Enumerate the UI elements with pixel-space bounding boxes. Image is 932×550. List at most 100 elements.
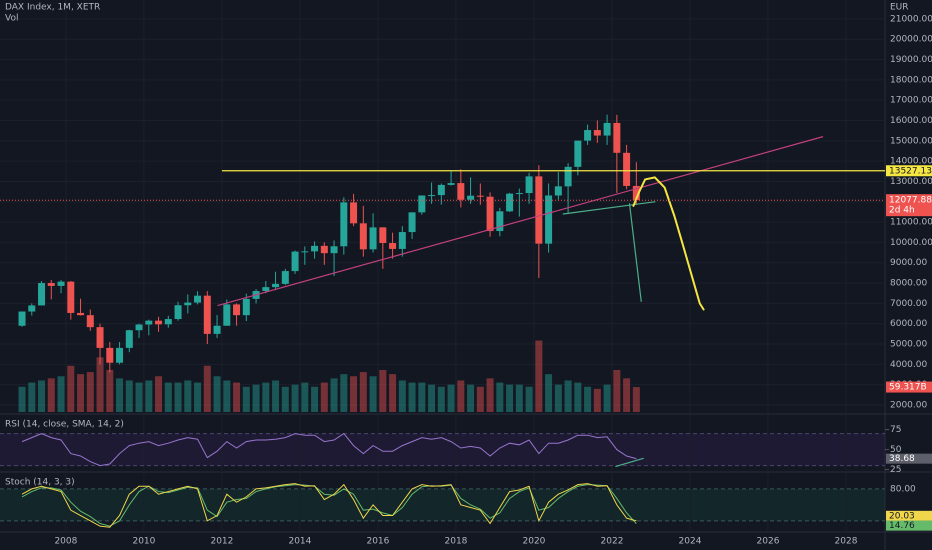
x-tick-label: 2022 (601, 537, 624, 547)
volume-bar (174, 382, 182, 412)
rsi-band (0, 433, 885, 466)
candle-body (632, 185, 640, 201)
x-tick-label: 2024 (679, 537, 702, 547)
rsi-tick-label: 75 (890, 425, 901, 435)
volume-bar (418, 382, 426, 412)
candle-body (28, 305, 36, 312)
trend-line (628, 203, 642, 302)
volume-bar (476, 386, 484, 412)
candle-body (38, 283, 46, 306)
candle-body (623, 152, 631, 186)
candle-body (369, 227, 377, 250)
volume-bar (408, 382, 416, 412)
volume-bar (28, 382, 36, 412)
volume-bar (96, 357, 104, 412)
y-tick-label: 17000.00 (890, 96, 932, 106)
stoch-d-label: 14.76 (889, 521, 915, 531)
chart-title: DAX Index, 1M, XETR (5, 3, 100, 13)
stoch-k-label-box (886, 510, 932, 521)
volume-bar (623, 378, 631, 412)
candle-body (223, 304, 231, 326)
candle-body (545, 195, 553, 244)
candle-body (96, 327, 104, 348)
volume-bar (369, 376, 377, 412)
candle-body (311, 245, 319, 252)
x-tick-label: 2026 (757, 537, 780, 547)
x-tick-label: 2012 (210, 537, 233, 547)
volume-bar (125, 380, 133, 412)
candle-body (515, 193, 523, 195)
candle-body (613, 122, 621, 153)
rsi-tick-label: 25 (890, 465, 901, 475)
candle-body (379, 227, 387, 244)
volume-bar (301, 382, 309, 412)
stoch-band (0, 488, 885, 521)
candle-body (18, 311, 26, 326)
volume-bar (603, 384, 611, 412)
candle-body (155, 320, 163, 325)
candle-body (213, 325, 221, 334)
stoch-title: Stoch (14, 3, 3) (5, 478, 75, 488)
volume-bar (525, 386, 533, 412)
y-tick-label: 13000.00 (890, 177, 932, 187)
candle-body (291, 251, 299, 272)
candle-body (437, 184, 445, 196)
volume-bar (428, 384, 436, 412)
candle-body (525, 176, 533, 194)
candle-body (554, 186, 562, 196)
volume-bar (564, 380, 572, 412)
stoch-k-label: 20.03 (889, 511, 915, 521)
volume-bar (164, 382, 172, 412)
volume-bar (57, 376, 65, 412)
volume-bar (593, 388, 601, 412)
trend-line (217, 136, 824, 307)
y-tick-label: 6000.00 (890, 319, 927, 329)
candle-body (506, 193, 514, 212)
volume-bar (437, 386, 445, 412)
candle-body (67, 281, 75, 313)
price-label-box (886, 194, 932, 217)
x-tick-label: 2016 (366, 537, 389, 547)
y-tick-label: 7000.00 (890, 299, 927, 309)
countdown-label: 2d 4h (889, 206, 915, 216)
volume-label-box (886, 381, 932, 393)
y-tick-label: 15000.00 (890, 136, 932, 146)
volume-bar (584, 386, 592, 412)
stoch-d-label-box (886, 520, 932, 531)
volume-bar (38, 380, 46, 412)
y-tick-label: 11000.00 (890, 218, 932, 228)
volume-bar (86, 372, 94, 412)
y-tick-label: 18000.00 (890, 75, 932, 85)
candle-body (106, 347, 114, 363)
rsi-trend-line (615, 457, 644, 467)
volume-bar (18, 386, 26, 412)
candle-body (467, 195, 475, 200)
candle-body (593, 130, 601, 136)
x-tick-label: 2018 (445, 537, 468, 547)
candle-body (330, 246, 338, 254)
candle-body (164, 319, 172, 325)
candle-body (233, 304, 241, 316)
y-tick-label: 20000.00 (890, 35, 932, 45)
candle-body (272, 283, 280, 288)
volume-bar (359, 372, 367, 412)
freehand-curve (632, 176, 705, 311)
volume-bar (447, 384, 455, 412)
candle-body (359, 223, 367, 250)
candle-body (584, 130, 592, 141)
volume-bar (242, 386, 250, 412)
stoch-tick-label: 80.00 (890, 484, 916, 494)
y-tick-label: 14000.00 (890, 157, 932, 167)
candle-body (447, 183, 455, 185)
y-tick-label: 5000.00 (890, 340, 927, 350)
volume-bar (184, 380, 192, 412)
horizontal-label-box (886, 165, 932, 177)
rsi-label-box (886, 453, 932, 464)
candle-body (281, 271, 289, 284)
x-tick-label: 2028 (835, 537, 858, 547)
candle-body (603, 122, 611, 136)
volume-bar (145, 380, 153, 412)
y-tick-label: 4000.00 (890, 360, 927, 370)
